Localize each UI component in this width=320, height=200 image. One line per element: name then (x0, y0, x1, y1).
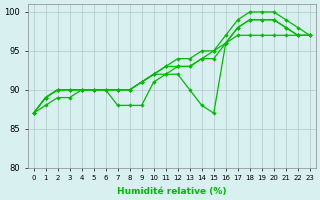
X-axis label: Humidité relative (%): Humidité relative (%) (117, 187, 227, 196)
